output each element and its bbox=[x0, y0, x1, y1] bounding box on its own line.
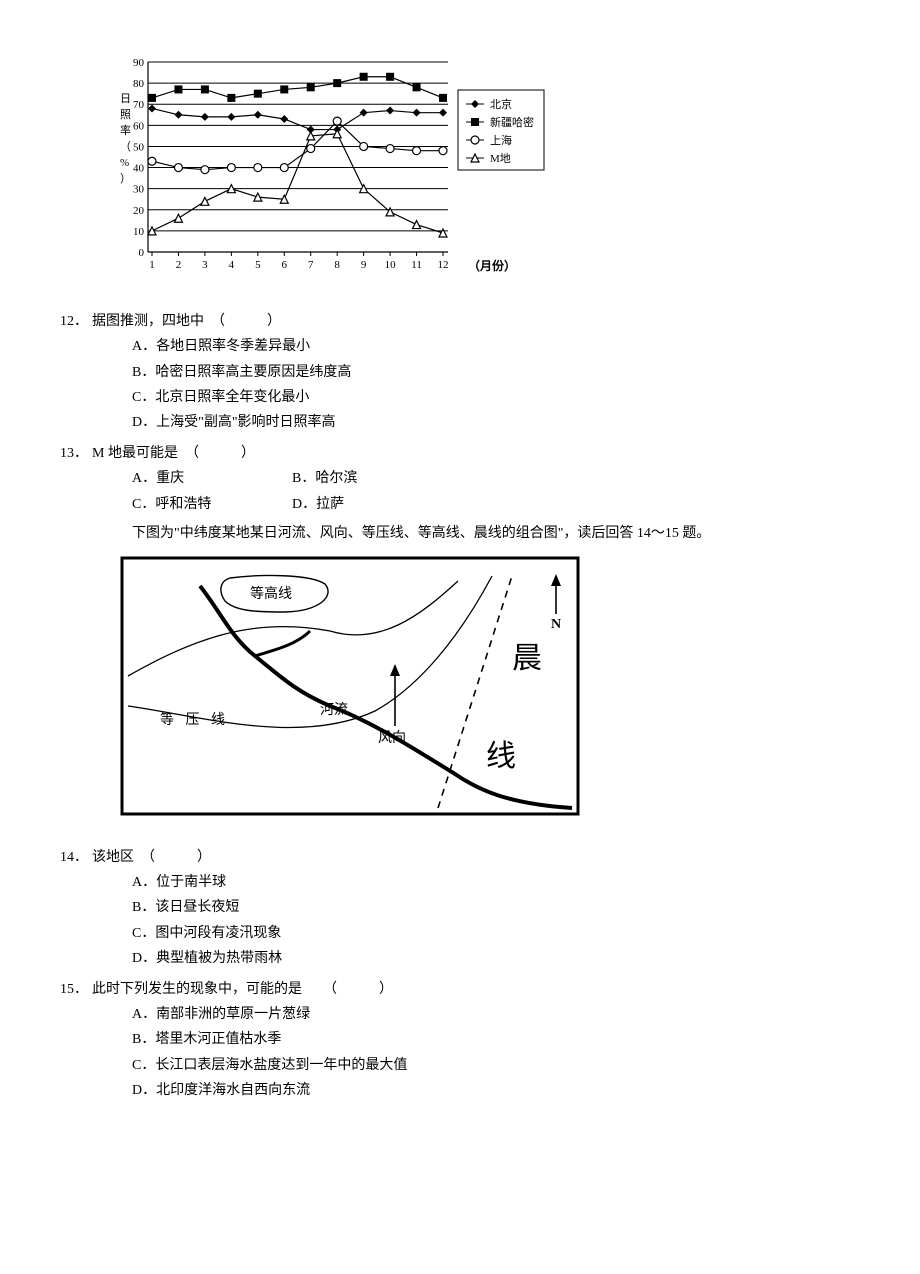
svg-text:9: 9 bbox=[361, 259, 367, 271]
svg-text:80: 80 bbox=[133, 78, 145, 90]
svg-text:11: 11 bbox=[411, 259, 422, 271]
svg-text:70: 70 bbox=[133, 99, 145, 111]
q12-num: 12． bbox=[60, 309, 92, 334]
q15-opt-c: C．长江口表层海水盐度达到一年中的最大值 bbox=[132, 1053, 860, 1078]
q14-opt-b: B．该日昼长夜短 bbox=[132, 895, 860, 920]
svg-text:2: 2 bbox=[176, 259, 182, 271]
question-15: 15． 此时下列发生的现象中，可能的是 （ ） A．南部非洲的草原一片葱绿 B．… bbox=[60, 977, 860, 1103]
svg-text:）: ） bbox=[120, 172, 131, 185]
svg-text:50: 50 bbox=[133, 141, 145, 153]
sunshine-chart: 0102030405060708090123456789101112（月份）日照… bbox=[110, 50, 860, 289]
q13-stem: M 地最可能是 （ ） bbox=[92, 441, 860, 466]
svg-text:10: 10 bbox=[385, 259, 397, 271]
q12-stem: 据图推测，四地中 （ ） bbox=[92, 309, 860, 334]
svg-text:8: 8 bbox=[334, 259, 340, 271]
svg-text:（: （ bbox=[120, 140, 131, 153]
svg-text:日: 日 bbox=[120, 93, 131, 105]
q13-intro-after: 下图为"中纬度某地某日河流、风向、等压线、等高线、晨线的组合图"，读后回答 14… bbox=[132, 521, 860, 546]
svg-text:3: 3 bbox=[202, 259, 208, 271]
q15-num: 15． bbox=[60, 977, 92, 1002]
q12-opt-c: C．北京日照率全年变化最小 bbox=[132, 385, 860, 410]
svg-text:4: 4 bbox=[229, 259, 235, 271]
q12-opt-b: B．哈密日照率高主要原因是纬度高 bbox=[132, 360, 860, 385]
svg-text:北京: 北京 bbox=[490, 97, 512, 111]
svg-text:10: 10 bbox=[133, 226, 145, 238]
combo-map: 等高线等 压 线 河流风向 晨线 N bbox=[120, 556, 860, 825]
svg-text:7: 7 bbox=[308, 259, 314, 271]
svg-text:等 压 线: 等 压 线 bbox=[160, 711, 229, 728]
svg-text:20: 20 bbox=[133, 205, 145, 217]
svg-text:60: 60 bbox=[133, 120, 145, 132]
svg-text:5: 5 bbox=[255, 259, 261, 271]
svg-text:30: 30 bbox=[133, 184, 145, 196]
svg-text:晨: 晨 bbox=[512, 642, 542, 675]
question-13: 13． M 地最可能是 （ ） A．重庆 B．哈尔滨 C．呼和浩特 D．拉萨 下… bbox=[60, 441, 860, 546]
q13-num: 13． bbox=[60, 441, 92, 466]
svg-text:河流: 河流 bbox=[320, 702, 348, 718]
svg-text:上海: 上海 bbox=[490, 133, 512, 147]
q13-opt-c: C．呼和浩特 bbox=[132, 492, 292, 517]
q12-opt-d: D．上海受"副高"影响时日照率高 bbox=[132, 410, 860, 435]
svg-text:风向: 风向 bbox=[378, 730, 406, 746]
q13-opt-b: B．哈尔滨 bbox=[292, 466, 357, 491]
svg-text:率: 率 bbox=[120, 123, 131, 137]
svg-text:等高线: 等高线 bbox=[250, 585, 292, 602]
q14-opt-a: A．位于南半球 bbox=[132, 870, 860, 895]
svg-text:40: 40 bbox=[133, 163, 145, 175]
q12-opt-a: A．各地日照率冬季差异最小 bbox=[132, 334, 860, 359]
chart-svg: 0102030405060708090123456789101112（月份）日照… bbox=[110, 50, 550, 280]
svg-text:（月份）: （月份） bbox=[468, 258, 516, 273]
svg-text:6: 6 bbox=[282, 259, 288, 271]
q15-stem: 此时下列发生的现象中，可能的是 （ ） bbox=[92, 977, 860, 1002]
svg-text:新疆哈密: 新疆哈密 bbox=[490, 115, 534, 129]
q13-opt-d: D．拉萨 bbox=[292, 492, 344, 517]
q14-stem: 该地区 （ ） bbox=[92, 845, 860, 870]
q14-opt-d: D．典型植被为热带雨林 bbox=[132, 946, 860, 971]
svg-text:1: 1 bbox=[149, 259, 155, 271]
map-svg: 等高线等 压 线 河流风向 晨线 N bbox=[120, 556, 580, 816]
q14-num: 14． bbox=[60, 845, 92, 870]
svg-text:0: 0 bbox=[139, 247, 145, 259]
svg-text:线: 线 bbox=[486, 740, 516, 773]
svg-text:照: 照 bbox=[120, 108, 131, 121]
q15-opt-a: A．南部非洲的草原一片葱绿 bbox=[132, 1002, 860, 1027]
question-12: 12． 据图推测，四地中 （ ） A．各地日照率冬季差异最小 B．哈密日照率高主… bbox=[60, 309, 860, 435]
svg-text:12: 12 bbox=[438, 259, 449, 271]
q13-opt-a: A．重庆 bbox=[132, 466, 292, 491]
svg-text:%: % bbox=[120, 157, 129, 169]
svg-text:N: N bbox=[551, 617, 561, 632]
question-14: 14． 该地区 （ ） A．位于南半球 B．该日昼长夜短 C．图中河段有凌汛现象… bbox=[60, 845, 860, 971]
svg-text:M地: M地 bbox=[490, 152, 511, 165]
q15-opt-d: D．北印度洋海水自西向东流 bbox=[132, 1078, 860, 1103]
svg-text:90: 90 bbox=[133, 57, 145, 69]
q15-opt-b: B．塔里木河正值枯水季 bbox=[132, 1027, 860, 1052]
q14-opt-c: C．图中河段有凌汛现象 bbox=[132, 921, 860, 946]
